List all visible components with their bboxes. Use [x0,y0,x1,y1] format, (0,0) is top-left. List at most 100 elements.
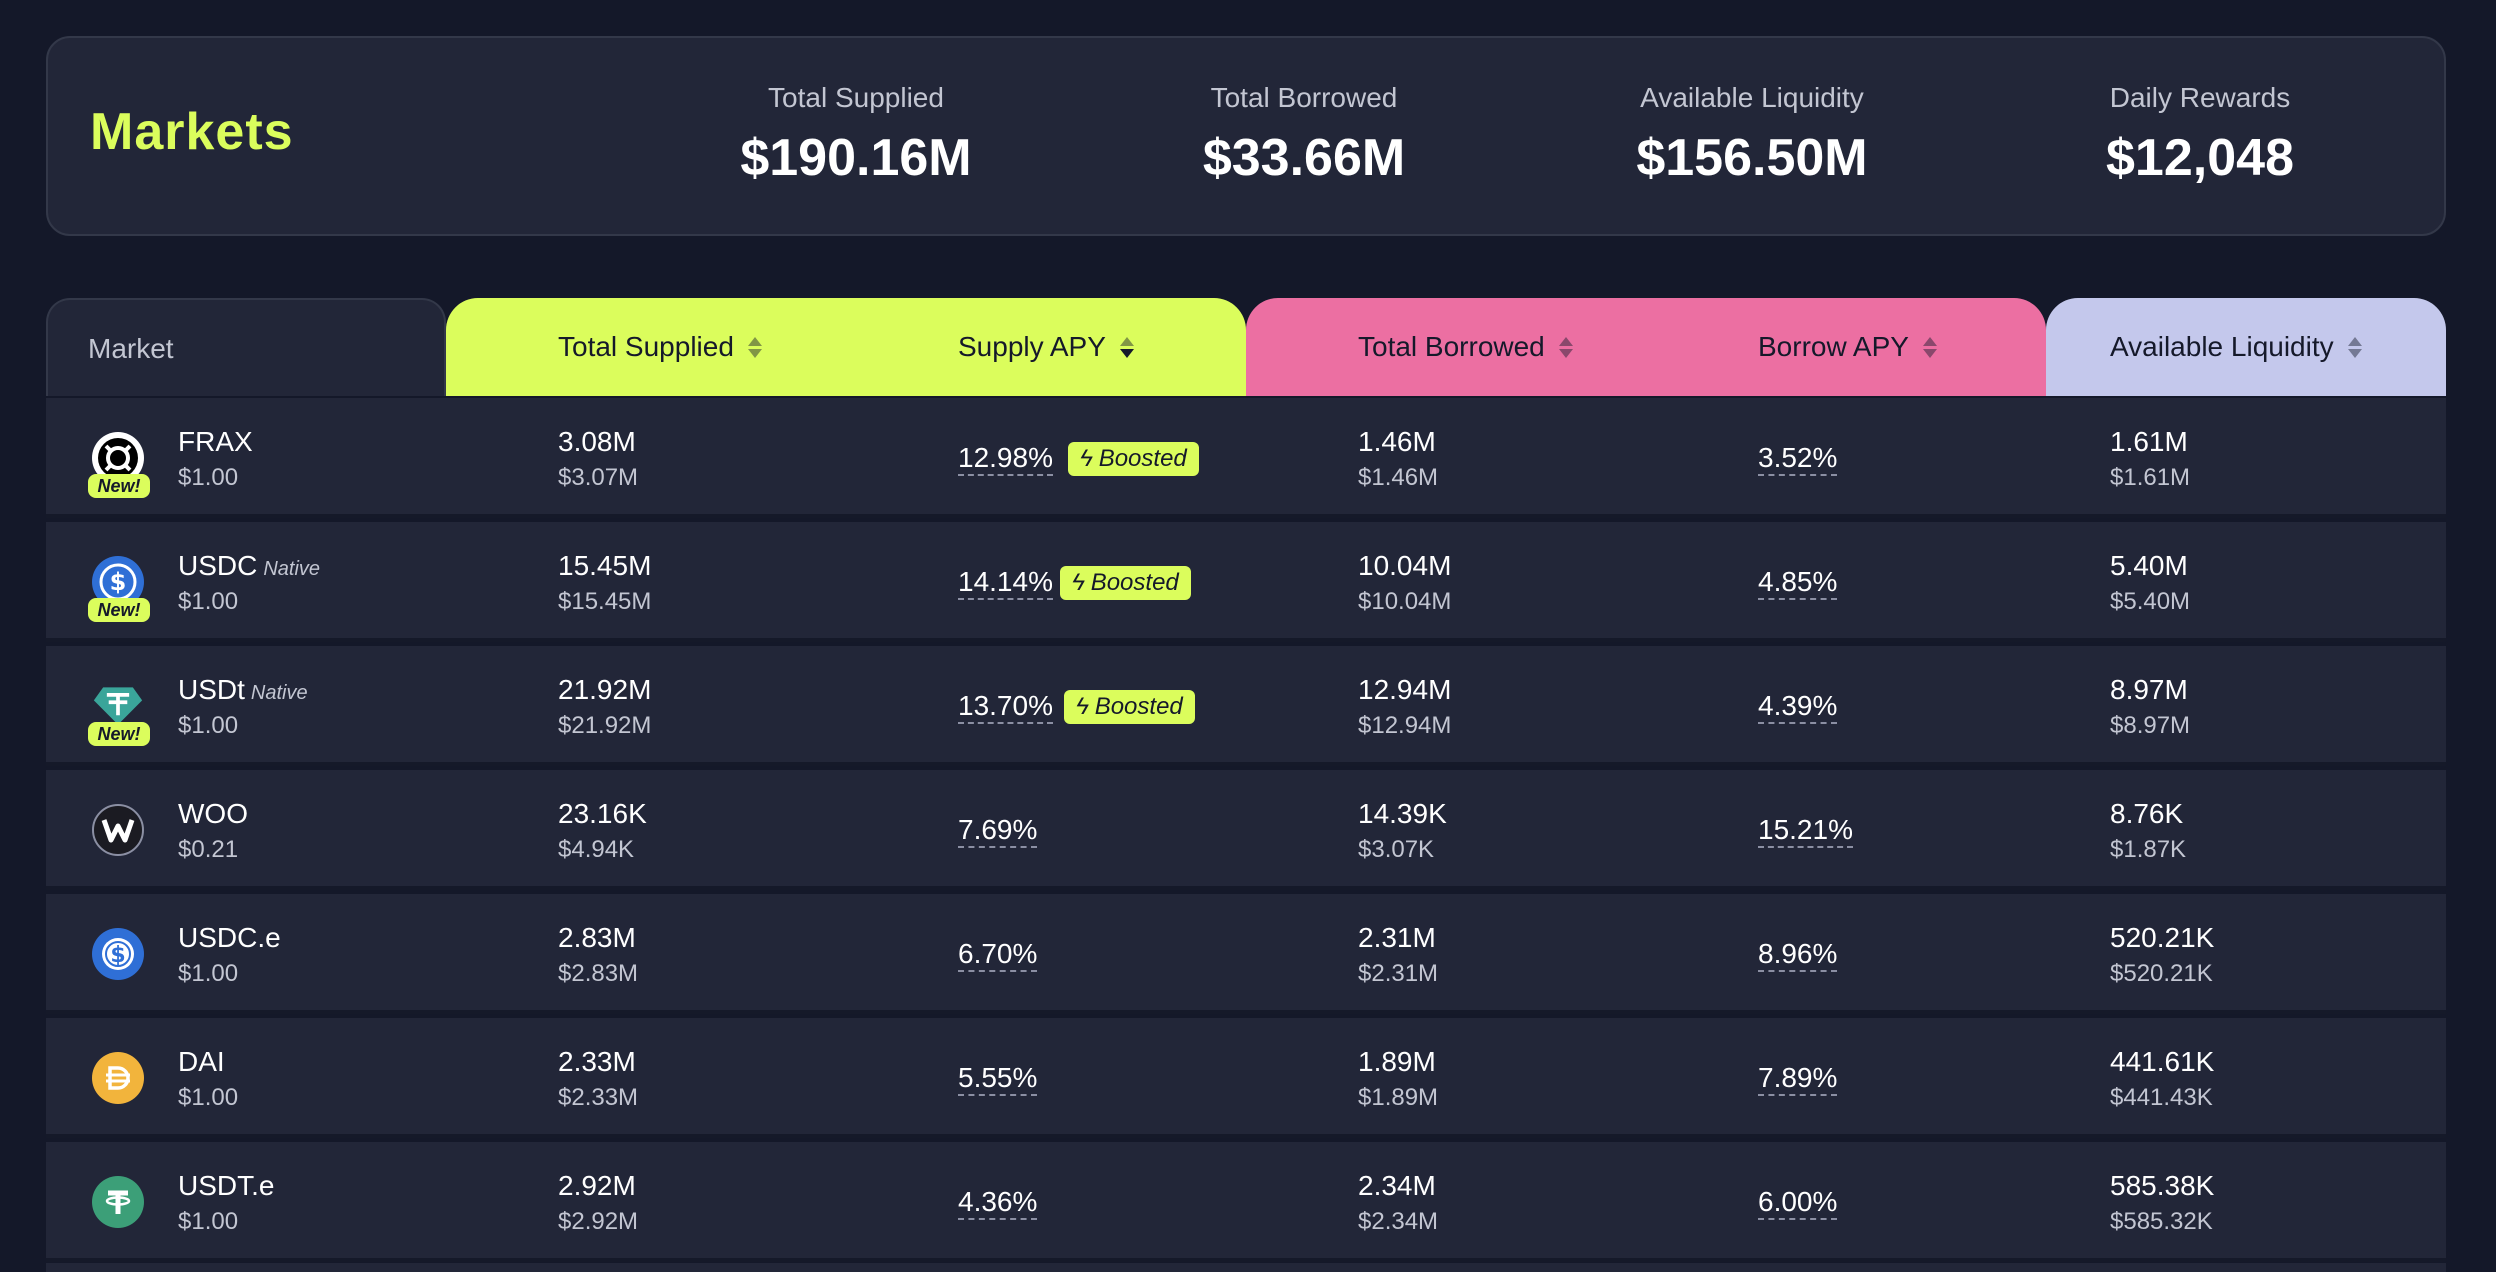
borrow-apy[interactable]: 3.52% [1758,444,1838,476]
dai-icon [92,1052,144,1104]
total-supplied: 2.33M [558,1046,636,1077]
available-liquidity: 520.21K [2110,922,2215,953]
table-row[interactable]: DAI $1.00 2.33M $2.33M 5.55% 1.89M $1.89… [46,1018,2446,1138]
boosted-badge[interactable]: ϟ Boosted [1068,442,1199,476]
asset-price: $1.00 [178,712,239,739]
supply-apy[interactable]: 14.14% [958,568,1053,600]
borrow-apy[interactable]: 6.00% [1758,1188,1838,1220]
borrow-apy[interactable]: 7.89% [1758,1064,1838,1096]
asset-price: $1.00 [178,588,239,615]
sort-icon[interactable] [2347,336,2362,358]
table-row[interactable]: $ New! USDC Native $1.00 15.45M $15.45M 1… [46,522,2446,642]
table-row[interactable]: $ USDC.e $1.00 2.83M $2.83M 6.70% 2.31M … [46,894,2446,1014]
table-row[interactable]: USDT.e $1.00 2.92M $2.92M 4.36% 2.34M $2… [46,1142,2446,1262]
total-borrowed-usd: $2.34M [1358,1208,1439,1235]
table-row[interactable]: New! FRAX $1.00 3.08M $3.07M 12.98% ϟ Bo… [46,398,2446,518]
borrow-apy[interactable]: 8.96% [1758,940,1838,972]
asset-price: $1.00 [178,960,239,987]
asset-tag: Native [263,558,321,580]
stat-value: $190.16M [740,129,972,187]
total-supplied: 2.92M [558,1170,636,1201]
sort-icon[interactable] [1922,336,1937,358]
available-liquidity: 8.76K [2110,798,2184,829]
sort-icon[interactable] [1558,336,1573,358]
boosted-label: Boosted [1098,445,1187,472]
markets-summary-card: Markets Total Supplied $190.16M Total Bo… [46,36,2446,236]
supply-apy[interactable]: 12.98% [958,444,1053,476]
new-badge: New! [88,598,150,622]
total-borrowed: 12.94M [1358,674,1452,705]
available-liquidity: 441.61K [2110,1046,2215,1077]
supply-apy[interactable]: 6.70% [958,940,1038,972]
available-liquidity-usd: $1.87K [2110,836,2187,863]
borrow-apy[interactable]: 15.21% [1758,816,1853,848]
asset-price: $1.00 [178,464,239,491]
available-liquidity-usd: $8.97M [2110,712,2191,739]
column-header-total-borrowed[interactable]: Total Borrowed [1358,298,1573,396]
column-header-available-liquidity[interactable]: Available Liquidity [2110,298,2362,396]
table-row[interactable]: New! USDt Native $1.00 21.92M $21.92M 13.… [46,646,2446,766]
table-row[interactable]: WOO $0.21 23.16K $4.94K 7.69% 14.39K $3.… [46,770,2446,890]
stat-label: Daily Rewards [2109,82,2291,113]
total-borrowed: 14.39K [1358,798,1447,829]
total-borrowed: 2.34M [1358,1170,1436,1201]
supply-apy[interactable]: 4.36% [958,1188,1038,1220]
borrow-apy[interactable]: 4.39% [1758,692,1838,724]
page-title: Markets [90,103,294,161]
available-liquidity: 5.40M [2110,550,2188,581]
available-liquidity-usd: $441.43K [2110,1084,2213,1111]
stat-value: $33.66M [1202,129,1406,187]
asset-symbol: USDC.e [178,922,281,953]
asset-symbol: USDT.e [178,1170,275,1201]
total-borrowed-usd: $10.04M [1358,588,1452,615]
new-badge: New! [88,722,150,746]
stat-label: Total Borrowed [1210,82,1398,113]
svg-text:$: $ [110,568,127,596]
woo-icon [92,804,144,856]
asset-price: $0.21 [178,836,239,863]
total-supplied: 21.92M [558,674,652,705]
total-borrowed-usd: $2.31M [1358,960,1439,987]
markets-table: Market Total Supplied Supply APY Total B… [46,298,2446,1272]
column-header-label: Total Supplied [558,331,734,362]
column-header-label: Total Borrowed [1358,331,1545,362]
lightning-icon: ϟ [1072,569,1085,596]
header-group-liquidity: Available Liquidity [2046,298,2446,396]
asset-name: WOO [178,798,248,830]
total-supplied-usd: $2.92M [558,1208,639,1235]
total-borrowed: 10.04M [1358,550,1452,581]
header-group-borrow: Total Borrowed Borrow APY [1246,298,2046,396]
available-liquidity-usd: $1.61M [2110,464,2191,491]
column-header-borrow-apy[interactable]: Borrow APY [1758,298,1937,396]
sort-icon[interactable] [747,336,762,358]
column-header-total-supplied[interactable]: Total Supplied [558,298,762,396]
total-supplied-usd: $2.33M [558,1084,639,1111]
asset-symbol: DAI [178,1046,225,1077]
supply-apy[interactable]: 13.70% [958,692,1053,724]
header-group-supply: Total Supplied Supply APY [446,298,1246,396]
available-liquidity: 8.97M [2110,674,2188,705]
supply-apy[interactable]: 7.69% [958,816,1038,848]
sort-icon[interactable] [1119,336,1134,358]
asset-name: DAI [178,1046,225,1078]
borrow-apy[interactable]: 4.85% [1758,568,1838,600]
column-header-label: Available Liquidity [2110,331,2334,362]
boosted-badge[interactable]: ϟ Boosted [1064,690,1195,724]
stat-label: Available Liquidity [1640,82,1864,113]
header-group-market: Market [46,298,446,396]
total-supplied: 23.16K [558,798,647,829]
available-liquidity-usd: $585.32K [2110,1208,2213,1235]
asset-tag: Native [250,682,308,704]
available-liquidity: 585.38K [2110,1170,2215,1201]
asset-name: FRAX [178,426,259,458]
column-header-supply-apy[interactable]: Supply APY [958,298,1134,396]
asset-symbol: WOO [178,798,248,829]
total-borrowed-usd: $1.46M [1358,464,1439,491]
column-header-market: Market [88,300,174,398]
boosted-label: Boosted [1094,693,1183,720]
boosted-badge[interactable]: ϟ Boosted [1060,566,1191,600]
supply-apy[interactable]: 5.55% [958,1064,1038,1096]
new-badge: New! [88,474,150,498]
available-liquidity-usd: $5.40M [2110,588,2191,615]
available-liquidity-usd: $520.21K [2110,960,2213,987]
